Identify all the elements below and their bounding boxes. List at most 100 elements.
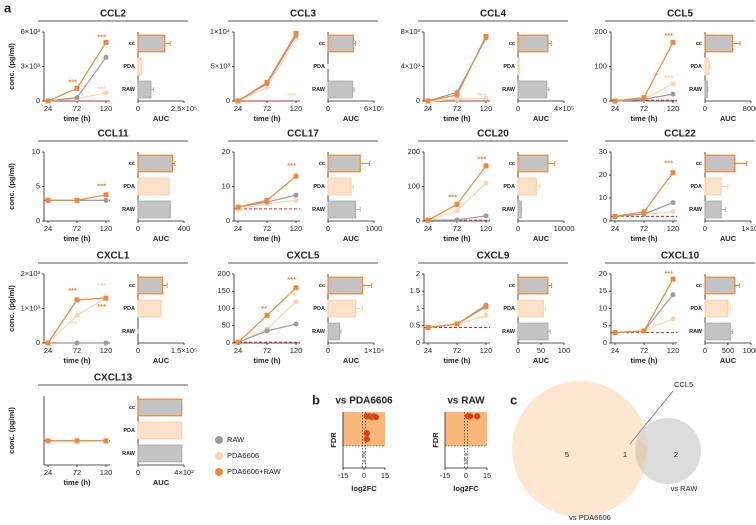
marker <box>670 81 676 87</box>
y-tick-label: 10 <box>222 181 230 190</box>
x-tick-label: 8000 <box>743 104 756 113</box>
x-tick-label: 0 <box>703 346 707 355</box>
category-label: cc <box>509 283 515 289</box>
x-tick-label: 72 <box>453 224 461 233</box>
y-tick-label: 0 <box>416 216 420 225</box>
venn-label: vs RAW <box>671 484 699 493</box>
y-tick-label: 0 <box>226 338 230 347</box>
x-tick-label: 72 <box>640 104 648 113</box>
x-tick-label: 15 <box>483 471 491 480</box>
x-tick-label: 24 <box>424 224 432 233</box>
category-label: PDA <box>123 306 135 312</box>
marker <box>45 98 51 104</box>
x-tick-label: 1×10⁴ <box>364 346 384 355</box>
marker <box>641 95 647 101</box>
venn-overlap <box>635 437 648 468</box>
x-axis-label: AUC <box>343 356 360 365</box>
error-bar <box>721 184 729 189</box>
marker <box>235 98 241 104</box>
marker <box>103 295 109 301</box>
x-tick-label: 24 <box>234 104 242 113</box>
y-tick-label: 30 <box>599 147 607 156</box>
point <box>363 435 371 443</box>
significance: *** <box>664 74 673 83</box>
category-label: RAW <box>312 207 326 213</box>
marker <box>483 213 489 219</box>
point <box>473 412 481 420</box>
y-axis-label: FDR <box>329 432 338 448</box>
error-bar <box>547 41 552 46</box>
marker <box>74 197 80 203</box>
marker <box>103 438 109 444</box>
panel-title: CCL3 <box>290 9 317 20</box>
legend-label: RAW <box>227 435 245 444</box>
legend-label: PDA6606 <box>227 451 259 460</box>
significance: *** <box>97 181 106 190</box>
y-axis-label: conc. (pg/ml) <box>7 407 16 454</box>
marker <box>483 180 489 186</box>
y-tick-label: 1×10⁴ <box>210 27 230 36</box>
x-tick-label: 6×10⁵ <box>364 104 384 113</box>
y-axis-label: conc. (pg/ml) <box>7 285 16 332</box>
panel-title: CXCL1 <box>97 251 130 262</box>
error-bar <box>543 306 547 311</box>
bar <box>137 276 164 295</box>
significance: *** <box>68 319 77 328</box>
x-tick-label: 0 <box>703 224 707 233</box>
marker <box>293 285 299 291</box>
x-tick-label: 24 <box>44 104 52 113</box>
category-label: cc <box>509 41 515 47</box>
legend-label: PDA6606+RAW <box>227 467 282 476</box>
x-tick-label: 1000 <box>743 346 756 355</box>
category-label: RAW <box>502 87 516 93</box>
point <box>372 413 380 421</box>
y-axis-label: FDR <box>431 432 440 448</box>
y-tick-label: 0 <box>416 338 420 347</box>
marker <box>483 163 489 169</box>
marker <box>670 91 676 97</box>
category-label: cc <box>509 161 515 167</box>
bar <box>137 34 166 53</box>
y-tick-label: 0 <box>226 216 230 225</box>
y-tick-label: 0 <box>603 216 607 225</box>
callout-line <box>629 390 674 445</box>
marker <box>103 54 109 60</box>
marker <box>293 299 299 305</box>
marker <box>45 340 51 346</box>
marker <box>483 95 489 101</box>
significance: *** <box>664 31 673 40</box>
x-tick-label: 120 <box>100 104 113 113</box>
error-bar <box>734 283 740 288</box>
significance: *** <box>287 91 296 100</box>
bar <box>704 34 734 53</box>
point <box>463 458 467 462</box>
x-tick-label: 72 <box>263 224 271 233</box>
point <box>361 454 365 458</box>
x-tick-label: 120 <box>100 224 113 233</box>
marker <box>483 312 489 318</box>
x-tick-label: 1000 <box>366 224 383 233</box>
callout-label: CCL5 <box>674 380 693 389</box>
category-label: RAW <box>689 87 703 93</box>
marker <box>103 197 109 203</box>
error-bar <box>536 184 541 189</box>
legend-swatch <box>215 468 223 476</box>
marker <box>74 340 80 346</box>
bar <box>327 322 341 341</box>
category-label: cc <box>319 161 325 167</box>
x-tick-label: 15 <box>381 471 389 480</box>
significance: *** <box>97 302 106 311</box>
error-bar <box>707 87 709 92</box>
category-label: PDA <box>123 64 135 70</box>
x-tick-label: 24 <box>611 104 619 113</box>
y-tick-label: 20 <box>222 147 230 156</box>
significance: *** <box>477 91 486 100</box>
bar <box>517 299 544 318</box>
bar <box>327 80 354 99</box>
x-tick-label: 24 <box>44 468 52 477</box>
marker <box>454 96 460 102</box>
error-bar <box>362 283 373 288</box>
x-tick-label: 0 <box>136 104 140 113</box>
y-tick-label: 5 <box>603 321 607 330</box>
significance: *** <box>477 314 486 323</box>
